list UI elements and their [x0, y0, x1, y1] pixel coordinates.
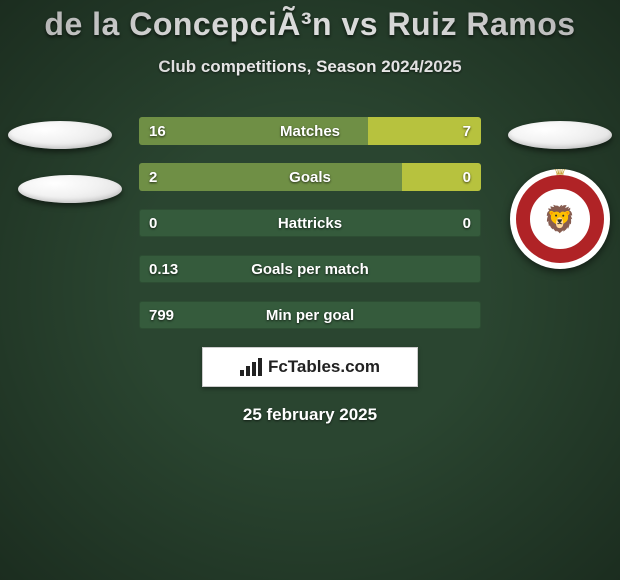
subtitle: Club competitions, Season 2024/2025	[0, 57, 620, 77]
brand-bars-icon	[240, 358, 262, 376]
content: ♛ 🦁 16Matches72Goals00Hattricks00.13Goal…	[0, 117, 620, 425]
player-left-icon-2	[18, 175, 122, 203]
brand-text: FcTables.com	[268, 357, 380, 377]
date-text: 25 february 2025	[0, 405, 620, 425]
brand-box: FcTables.com	[202, 347, 418, 387]
stat-row: 2Goals0	[139, 163, 481, 191]
stat-name: Hattricks	[139, 209, 481, 237]
stat-value-right: 0	[463, 209, 471, 237]
stat-row: 16Matches7	[139, 117, 481, 145]
stat-row: 0Hattricks0	[139, 209, 481, 237]
lion-icon: 🦁	[544, 206, 576, 232]
club-badge: ♛ 🦁	[510, 169, 610, 269]
player-right-icon-1	[508, 121, 612, 149]
badge-inner: 🦁	[536, 195, 584, 243]
player-left-icon-1	[8, 121, 112, 149]
stat-row: 799Min per goal	[139, 301, 481, 329]
stat-name: Matches	[139, 117, 481, 145]
stat-name: Min per goal	[139, 301, 481, 329]
page-title: de la ConcepciÃ³n vs Ruiz Ramos	[0, 0, 620, 43]
stat-value-right: 7	[463, 117, 471, 145]
stat-row: 0.13Goals per match	[139, 255, 481, 283]
stat-value-right: 0	[463, 163, 471, 191]
stat-name: Goals per match	[139, 255, 481, 283]
stat-bars: 16Matches72Goals00Hattricks00.13Goals pe…	[139, 117, 481, 329]
stat-name: Goals	[139, 163, 481, 191]
